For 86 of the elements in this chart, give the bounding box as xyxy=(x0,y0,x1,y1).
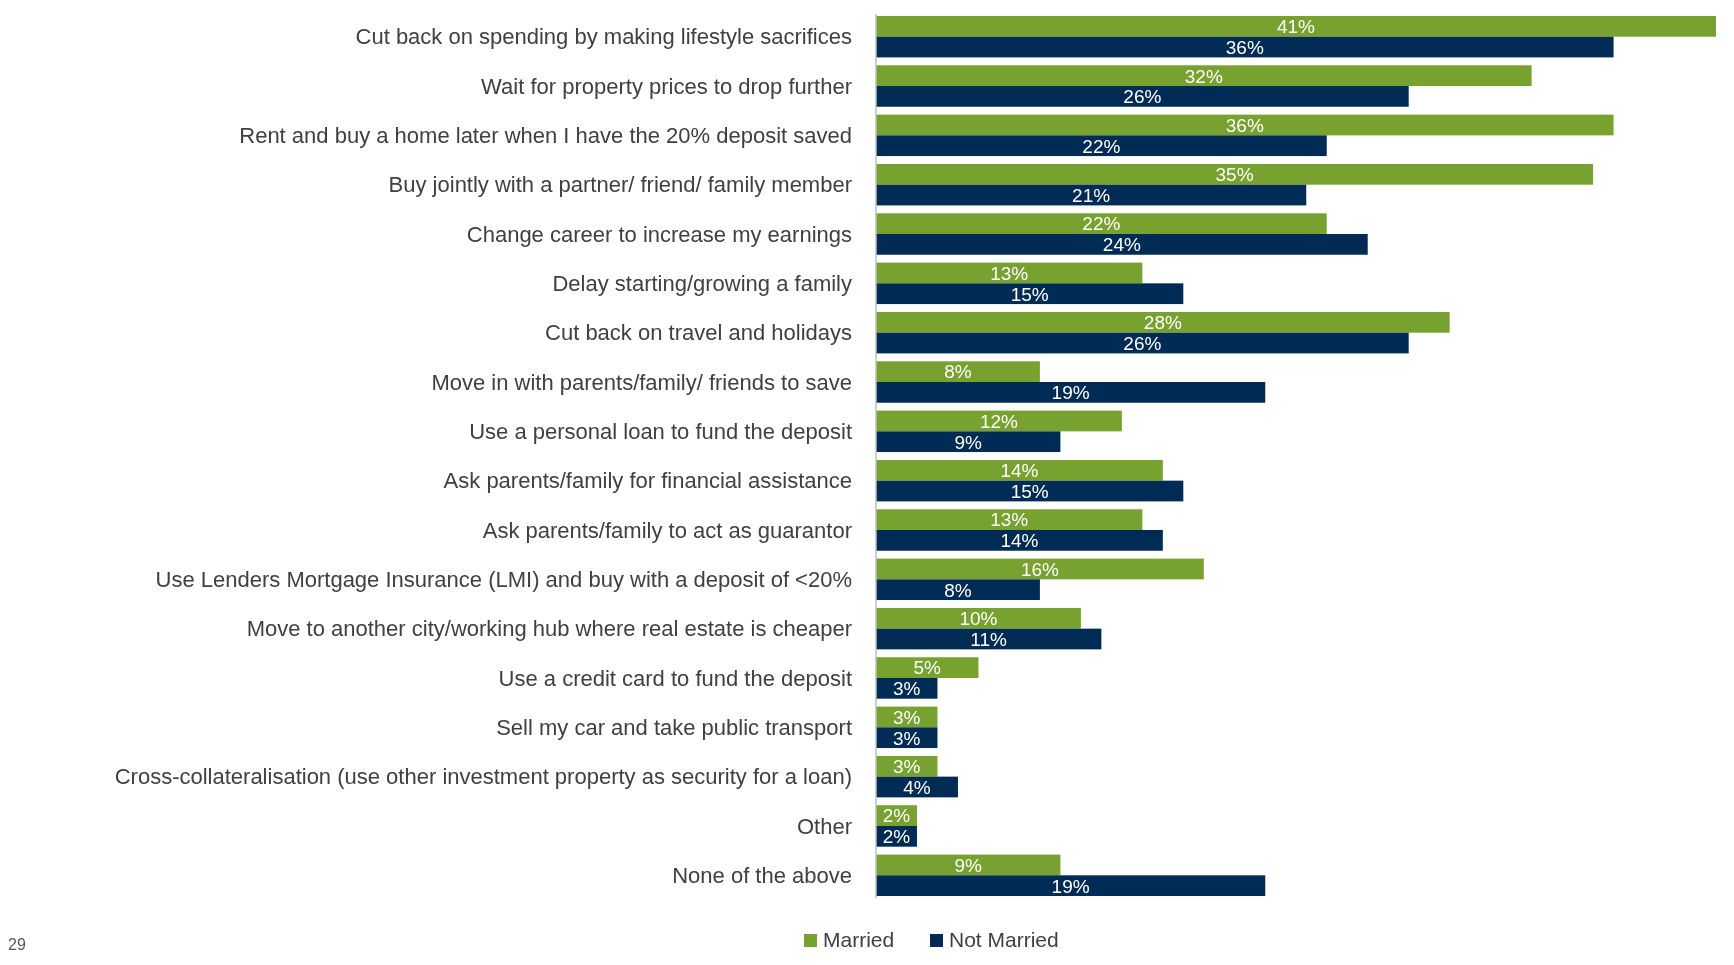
y-tick-label: Move to another city/working hub where real estate is cheaper xyxy=(246,616,852,642)
y-tick-label: Cut back on travel and holidays xyxy=(545,320,852,346)
bar xyxy=(876,184,1307,206)
y-tick-label: Move in with parents/family/ friends to save xyxy=(431,369,852,395)
bar xyxy=(876,135,1327,157)
data-label: 3% xyxy=(893,706,921,728)
y-tick-label: Change career to increase my earnings xyxy=(466,221,852,247)
y-tick-label: Rent and buy a home later when I have the 20% deposit saved xyxy=(239,123,852,149)
bar xyxy=(876,410,1122,432)
bar xyxy=(876,65,1532,87)
y-tick-label: Delay starting/growing a family xyxy=(552,271,852,297)
bar xyxy=(876,530,1163,551)
data-label: 32% xyxy=(1184,65,1223,87)
bar xyxy=(876,262,1143,284)
data-label: 15% xyxy=(1010,283,1049,305)
bar xyxy=(876,854,1061,876)
data-label: 2% xyxy=(882,805,911,827)
legend-label: Not Married xyxy=(949,928,1059,952)
data-label: 36% xyxy=(1225,36,1264,58)
data-label: 3% xyxy=(893,678,921,700)
data-label: 26% xyxy=(1123,86,1162,108)
y-tick-label: Wait for property prices to drop further xyxy=(481,73,852,99)
bar xyxy=(876,875,1266,897)
bar xyxy=(876,607,1081,629)
data-label: 24% xyxy=(1102,234,1141,256)
data-label: 14% xyxy=(1000,460,1039,482)
bar xyxy=(876,86,1409,107)
y-tick-label: Sell my car and take public transport xyxy=(496,715,852,741)
bar xyxy=(876,234,1368,255)
bar xyxy=(876,628,1102,650)
bar xyxy=(876,114,1614,136)
data-label: 3% xyxy=(893,727,921,749)
y-tick-label: Cross-collateralisation (use other investment property as security for a loan) xyxy=(114,764,852,790)
y-tick-label: Ask parents/family for financial assistance xyxy=(443,468,852,494)
data-label: 26% xyxy=(1123,332,1162,354)
data-label: 19% xyxy=(1051,875,1090,897)
data-label: 22% xyxy=(1082,213,1121,235)
data-label: 41% xyxy=(1276,16,1316,38)
data-label: 10% xyxy=(959,608,998,630)
data-label: 4% xyxy=(903,776,931,798)
bar xyxy=(876,332,1409,354)
bar xyxy=(876,213,1327,235)
y-tick-label: Buy jointly with a partner/ friend/ family member xyxy=(388,172,852,198)
data-label: 9% xyxy=(954,431,983,453)
data-label: 14% xyxy=(1000,530,1039,552)
bar xyxy=(876,382,1266,403)
text: 29 xyxy=(8,936,26,953)
data-label: 8% xyxy=(944,579,972,601)
bar xyxy=(876,509,1143,530)
bar xyxy=(876,431,1061,453)
bar xyxy=(876,657,979,678)
data-label: 35% xyxy=(1215,164,1254,186)
y-tick-label: Ask parents/family to act as guarantor xyxy=(482,517,852,543)
data-label: 11% xyxy=(970,628,1008,650)
bar xyxy=(876,163,1594,185)
data-label: 2% xyxy=(882,826,911,848)
bar xyxy=(876,361,1040,382)
bar xyxy=(876,15,1716,37)
data-label: 36% xyxy=(1225,114,1264,136)
data-label: 8% xyxy=(944,361,972,383)
data-label: 16% xyxy=(1020,558,1060,580)
bar xyxy=(876,558,1204,580)
data-label: 19% xyxy=(1051,382,1090,404)
data-label: 15% xyxy=(1010,480,1049,502)
bar xyxy=(876,459,1163,481)
data-label: 13% xyxy=(990,262,1029,284)
data-label: 9% xyxy=(954,854,983,876)
bar xyxy=(876,579,1040,601)
y-tick-label: Cut back on spending by making lifestyle sacrifices xyxy=(355,24,852,50)
y-tick-label: Use Lenders Mortgage Insurance (LMI) and buy with a deposit of <20% xyxy=(155,567,852,593)
data-label: 3% xyxy=(893,756,921,778)
data-label: 22% xyxy=(1082,135,1121,157)
data-label: 5% xyxy=(913,657,942,679)
bar xyxy=(876,480,1184,502)
y-tick-label: Use a personal loan to fund the deposit xyxy=(469,419,852,445)
data-label: 21% xyxy=(1072,184,1111,206)
legend-label: Married xyxy=(823,928,895,952)
y-tick-label: Other xyxy=(796,813,852,839)
bar xyxy=(876,283,1184,305)
data-label: 28% xyxy=(1143,312,1182,334)
data-label: 13% xyxy=(990,509,1029,531)
data-label: 12% xyxy=(979,410,1019,432)
bar xyxy=(876,311,1450,333)
y-tick-label: None of the above xyxy=(672,863,852,889)
bar xyxy=(876,36,1614,58)
y-tick-label: Use a credit card to fund the deposit xyxy=(498,665,852,691)
